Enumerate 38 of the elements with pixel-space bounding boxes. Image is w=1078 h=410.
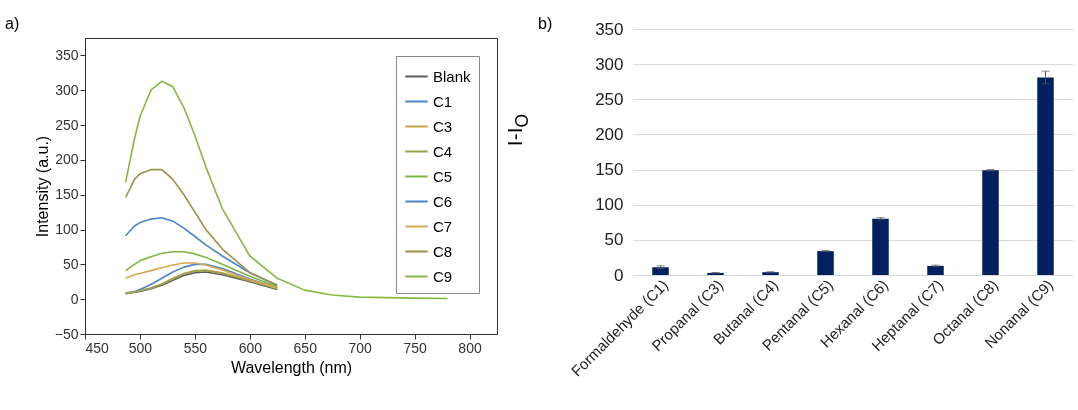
legend-label: C3 [433, 117, 453, 135]
y-tick-label: 250 [55, 116, 79, 133]
x-tick-label: 600 [238, 339, 263, 356]
y-axis-title: Intensity (a.u.) [33, 135, 51, 238]
y-tick-label: 350 [595, 19, 624, 39]
legend-label: C8 [433, 242, 453, 260]
y-tick-label: 300 [55, 81, 79, 98]
x-tick-label: 700 [348, 339, 373, 356]
y-tick-label: 300 [595, 54, 624, 74]
y-tick-label: 50 [604, 230, 624, 250]
legend-label: C9 [433, 267, 453, 285]
y-tick-label: 250 [595, 89, 624, 109]
y-tick-label: 200 [595, 124, 624, 144]
y-tick-label: 150 [55, 186, 79, 203]
chart-title: b) [538, 15, 553, 32]
y-tick-label: 350 [55, 46, 79, 63]
chart-title: a) [5, 15, 20, 32]
legend-label: C7 [433, 217, 453, 235]
y-tick-label: 0 [614, 265, 624, 285]
y-tick-label: 100 [595, 195, 624, 215]
y-tick-label: −50 [54, 325, 79, 342]
x-tick-label: 750 [403, 339, 427, 356]
x-tick-label: 450 [85, 339, 110, 356]
y-tick-label: 50 [62, 255, 79, 272]
y-tick-label: 150 [595, 160, 624, 180]
legend-label: C6 [433, 192, 453, 210]
legend-label: C1 [433, 92, 453, 110]
legend-label: Blank [433, 67, 472, 85]
x-tick-label: 550 [183, 339, 208, 356]
legend-label: C4 [433, 142, 453, 160]
y-tick-label: 0 [70, 290, 79, 307]
y-tick-label: 200 [55, 151, 79, 168]
x-tick-label: 800 [458, 339, 482, 356]
legend-label: C5 [433, 167, 453, 185]
x-tick-label: 500 [128, 339, 153, 356]
y-tick-label: 100 [55, 221, 79, 238]
x-tick-label: 650 [293, 339, 318, 356]
x-axis-title: Wavelength (nm) [230, 358, 353, 376]
